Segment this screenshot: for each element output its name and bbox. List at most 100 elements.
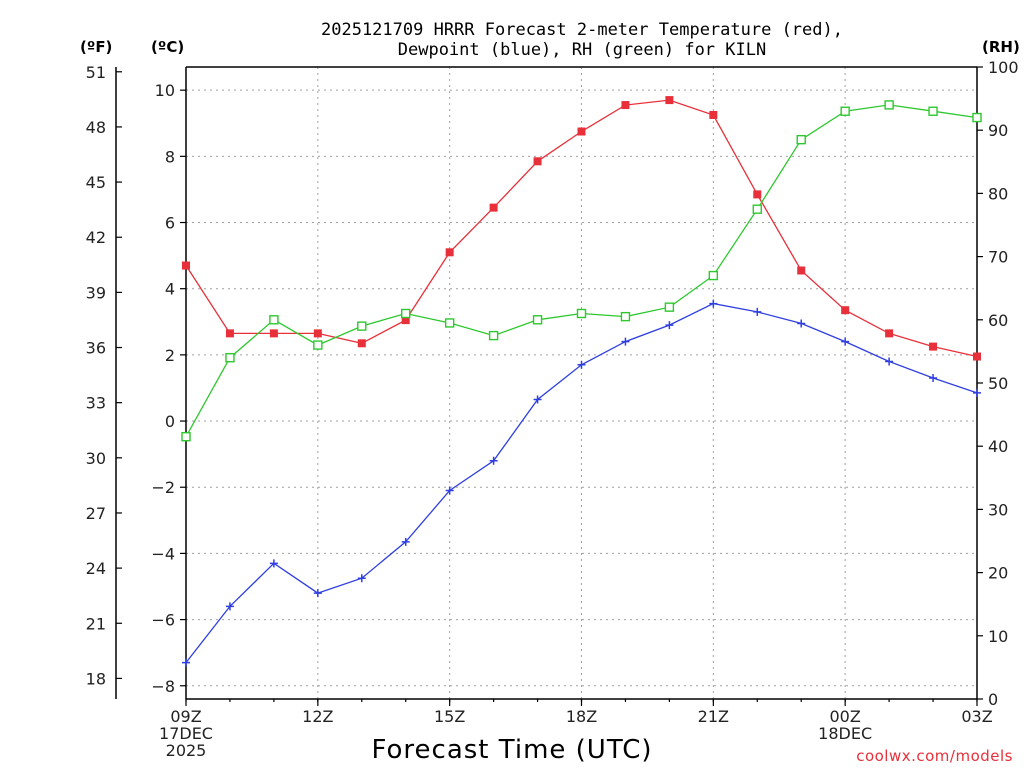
- fahrenheit-tick-label: 45: [86, 173, 106, 192]
- dewpoint-point: [885, 357, 894, 366]
- rh-tick-label: 0: [988, 690, 998, 709]
- temperature-point: [182, 261, 190, 270]
- x-axis-label: Forecast Time (UTC): [371, 735, 652, 765]
- x-tick-label: 18Z: [566, 707, 597, 726]
- dewpoint-point: [445, 486, 454, 495]
- temperature-point: [929, 342, 938, 351]
- fahrenheit-tick-label: 21: [86, 614, 106, 633]
- dewpoint-point: [753, 307, 762, 316]
- rh-tick-label: 50: [988, 374, 1008, 393]
- rh-tick-label: 100: [988, 58, 1019, 77]
- temperature-point: [313, 329, 322, 338]
- dewpoint-point: [313, 589, 322, 598]
- rh-tick-label: 20: [988, 564, 1008, 583]
- x-tick-label: 21Z: [698, 707, 729, 726]
- rh-point: [313, 340, 323, 350]
- temperature-series: [182, 96, 981, 361]
- rh-point: [269, 315, 279, 325]
- rh-tick-label: 30: [988, 500, 1008, 519]
- rh-point: [884, 100, 894, 110]
- temperature-point: [269, 329, 278, 338]
- fahrenheit-unit-label: (ºF): [80, 38, 112, 56]
- fahrenheit-tick-label: 24: [86, 559, 106, 578]
- fahrenheit-tick-label: 33: [86, 394, 106, 413]
- temperature-point: [709, 110, 718, 119]
- dewpoint-point: [182, 658, 190, 667]
- temperature-point: [445, 248, 454, 257]
- temperature-point: [401, 316, 410, 325]
- rh-point: [928, 106, 938, 116]
- temperature-point: [621, 101, 630, 110]
- dewpoint-point: [225, 602, 234, 611]
- rh-tick-label: 70: [988, 248, 1008, 267]
- rh-series: [181, 100, 982, 442]
- fahrenheit-tick-label: 27: [86, 504, 106, 523]
- rh-point: [225, 353, 235, 363]
- dewpoint-point: [841, 337, 850, 346]
- celsius-tick-label: 0: [165, 412, 175, 431]
- dewpoint-point: [489, 456, 498, 465]
- rh-point: [796, 134, 806, 145]
- dewpoint-point: [973, 388, 981, 397]
- x-tick-label: 17DEC: [159, 724, 213, 743]
- dewpoint-point: [797, 319, 806, 328]
- celsius-tick-label: −2: [151, 478, 175, 497]
- temperature-point: [973, 352, 981, 361]
- celsius-tick-label: 6: [165, 214, 175, 233]
- dewpoint-point: [665, 321, 674, 330]
- temperature-point: [665, 96, 674, 105]
- celsius-tick-label: −8: [151, 677, 175, 696]
- celsius-tick-label: −4: [151, 544, 175, 563]
- rh-tick-label: 10: [988, 627, 1008, 646]
- dewpoint-point: [533, 395, 542, 404]
- rh-point: [576, 308, 587, 319]
- rh-point: [444, 318, 455, 328]
- dewpoint-series: [182, 299, 981, 667]
- rh-point: [488, 330, 499, 341]
- rh-tick-label: 80: [988, 184, 1008, 203]
- chart-title-line2: Dewpoint (blue), RH (green) for KILN: [398, 40, 766, 60]
- x-tick-label: 12Z: [302, 707, 333, 726]
- dewpoint-point: [577, 360, 586, 369]
- x-tick-label: 18DEC: [818, 724, 872, 743]
- rh-point: [972, 112, 982, 123]
- dewpoint-point: [709, 299, 718, 308]
- dewpoint-point: [269, 559, 278, 568]
- rh-point: [401, 308, 411, 319]
- rh-point: [357, 321, 367, 331]
- rh-point: [708, 270, 719, 281]
- celsius-tick-label: −6: [151, 611, 175, 630]
- temperature-point: [885, 329, 894, 338]
- x-tick-label: 2025: [166, 741, 207, 760]
- dewpoint-point: [357, 574, 366, 583]
- rh-point: [620, 311, 631, 322]
- rh-point: [840, 106, 850, 116]
- chart-title-line1: 2025121709 HRRR Forecast 2-meter Tempera…: [321, 20, 843, 40]
- celsius-unit-label: (ºC): [151, 38, 184, 56]
- dewpoint-point: [929, 374, 938, 383]
- rh-tick-label: 90: [988, 121, 1008, 140]
- credit-text: coolwx.com/models: [856, 747, 1013, 765]
- fahrenheit-tick-label: 30: [86, 449, 106, 468]
- dewpoint-point: [401, 537, 410, 546]
- celsius-tick-label: 4: [165, 280, 175, 299]
- fahrenheit-tick-label: 48: [86, 118, 106, 137]
- temperature-point: [841, 306, 850, 315]
- celsius-tick-label: 10: [155, 81, 175, 100]
- fahrenheit-tick-label: 51: [86, 63, 106, 82]
- rh-point: [181, 432, 191, 442]
- rh-tick-label: 40: [988, 437, 1008, 456]
- grid-lines: [186, 67, 977, 699]
- x-tick-label: 00Z: [830, 707, 861, 726]
- rh-point: [752, 204, 762, 214]
- data-series: [181, 96, 982, 667]
- x-tick-label: 09Z: [170, 707, 201, 726]
- rh-point: [532, 315, 543, 325]
- celsius-tick-label: 8: [165, 147, 175, 166]
- fahrenheit-tick-label: 42: [86, 228, 106, 247]
- axes: [115, 66, 978, 700]
- rh-tick-label: 60: [988, 311, 1008, 330]
- temperature-point: [753, 190, 762, 199]
- fahrenheit-tick-label: 36: [86, 339, 106, 358]
